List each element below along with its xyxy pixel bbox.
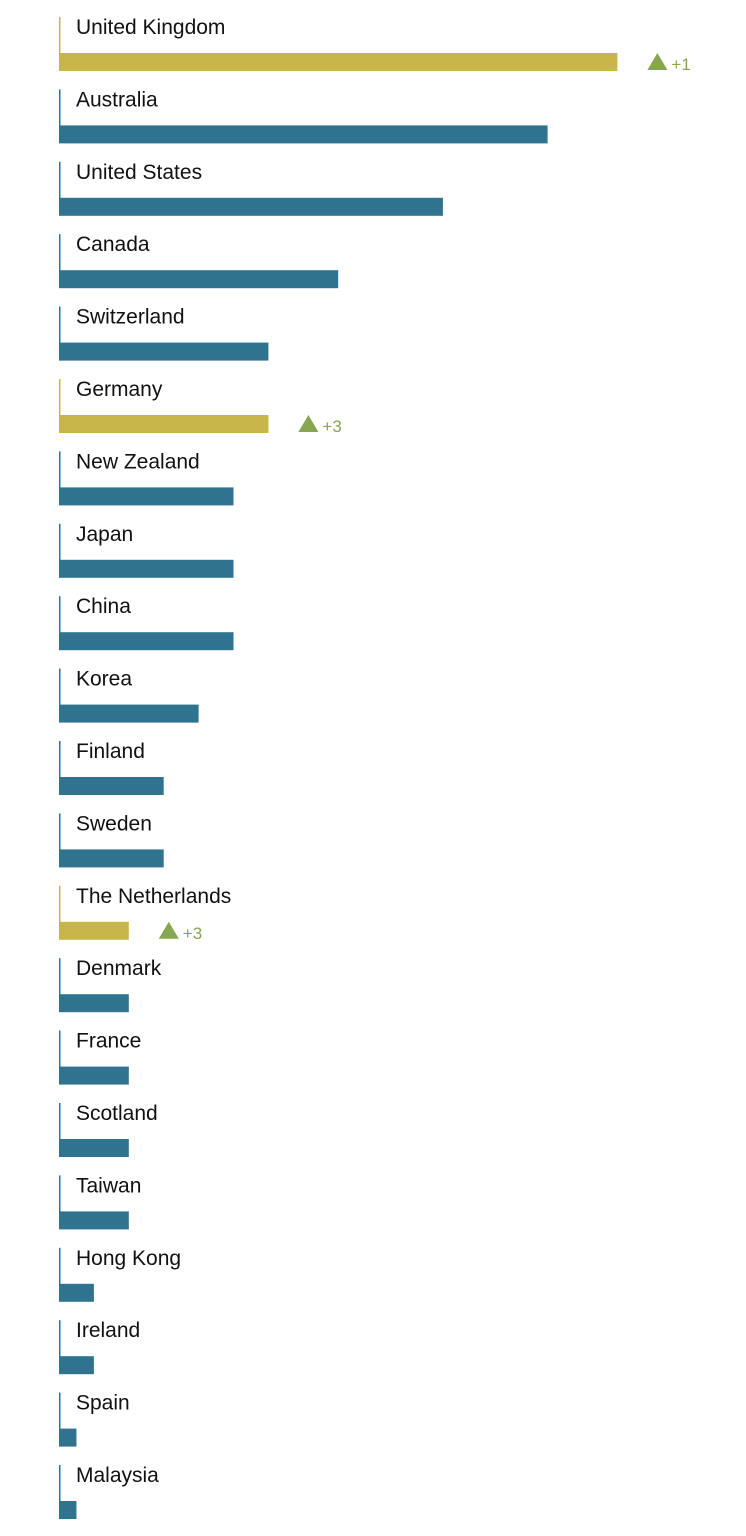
bar-korea bbox=[59, 704, 199, 723]
bar-hong-kong bbox=[59, 1283, 94, 1302]
row-tick-malaysia bbox=[59, 1465, 61, 1502]
bar-label-hong-kong: Hong Kong bbox=[76, 1247, 181, 1270]
bar-united-states bbox=[59, 197, 443, 216]
bar-china bbox=[59, 632, 234, 651]
bar-label-new-zealand: New Zealand bbox=[76, 450, 200, 473]
bar-sweden bbox=[59, 849, 164, 868]
bar-japan bbox=[59, 559, 234, 578]
row-tick-korea bbox=[59, 668, 61, 706]
row-tick-scotland bbox=[59, 1103, 61, 1140]
row-tick-ireland bbox=[59, 1320, 61, 1358]
bar-label-canada: Canada bbox=[76, 233, 150, 256]
row-tick-hong-kong bbox=[59, 1247, 61, 1285]
bar-taiwan bbox=[59, 1211, 129, 1230]
bar-label-ireland: Ireland bbox=[76, 1319, 140, 1342]
row-tick-denmark bbox=[59, 958, 61, 996]
bar-label-korea: Korea bbox=[76, 668, 132, 691]
bar-label-finland: Finland bbox=[76, 740, 145, 763]
row-tick-the-netherlands bbox=[59, 885, 61, 923]
up-arrow-icon bbox=[298, 415, 319, 432]
row-tick-france bbox=[59, 1030, 61, 1068]
row-tick-spain bbox=[59, 1392, 61, 1430]
bar-label-china: China bbox=[76, 595, 131, 618]
bar-united-kingdom bbox=[59, 53, 618, 71]
row-tick-australia bbox=[59, 89, 61, 127]
row-tick-sweden bbox=[59, 813, 61, 851]
row-tick-new-zealand bbox=[59, 451, 61, 489]
bar-label-scotland: Scotland bbox=[76, 1102, 158, 1125]
row-tick-germany bbox=[59, 379, 61, 416]
bar-finland bbox=[59, 777, 164, 795]
bar-label-australia: Australia bbox=[76, 88, 158, 111]
bar-the-netherlands bbox=[59, 921, 129, 940]
bar-label-japan: Japan bbox=[76, 523, 133, 546]
bar-label-united-kingdom: United Kingdom bbox=[76, 16, 225, 39]
bar-scotland bbox=[59, 1139, 129, 1157]
bar-canada bbox=[59, 270, 339, 289]
bar-ireland bbox=[59, 1356, 94, 1375]
bar-switzerland bbox=[59, 342, 269, 361]
bar-spain bbox=[59, 1428, 77, 1447]
row-tick-japan bbox=[59, 523, 61, 561]
bar-label-taiwan: Taiwan bbox=[76, 1174, 141, 1197]
bar-new-zealand bbox=[59, 487, 234, 506]
row-tick-switzerland bbox=[59, 306, 61, 344]
bar-malaysia bbox=[59, 1501, 77, 1519]
row-tick-finland bbox=[59, 741, 61, 778]
row-tick-china bbox=[59, 596, 61, 634]
bar-label-switzerland: Switzerland bbox=[76, 306, 185, 329]
up-arrow-icon bbox=[158, 921, 179, 939]
rank-change-united-kingdom: +1 bbox=[671, 55, 690, 74]
row-tick-united-states bbox=[59, 161, 61, 199]
rank-change-the-netherlands: +3 bbox=[183, 924, 202, 943]
bar-label-denmark: Denmark bbox=[76, 957, 162, 980]
bar-france bbox=[59, 1066, 129, 1085]
rank-change-germany: +3 bbox=[322, 417, 341, 436]
row-tick-united-kingdom bbox=[59, 17, 61, 54]
row-tick-canada bbox=[59, 234, 61, 272]
bar-label-the-netherlands: The Netherlands bbox=[76, 885, 231, 908]
bar-label-malaysia: Malaysia bbox=[76, 1464, 159, 1487]
bar-denmark bbox=[59, 994, 129, 1013]
bar-label-spain: Spain bbox=[76, 1392, 130, 1415]
bar-label-germany: Germany bbox=[76, 378, 163, 401]
bar-label-sweden: Sweden bbox=[76, 812, 152, 835]
up-arrow-icon bbox=[647, 53, 668, 70]
bar-germany bbox=[59, 415, 269, 433]
bar-label-united-states: United States bbox=[76, 161, 202, 184]
row-tick-taiwan bbox=[59, 1175, 61, 1213]
bar-label-france: France bbox=[76, 1030, 141, 1053]
bar-australia bbox=[59, 125, 548, 144]
